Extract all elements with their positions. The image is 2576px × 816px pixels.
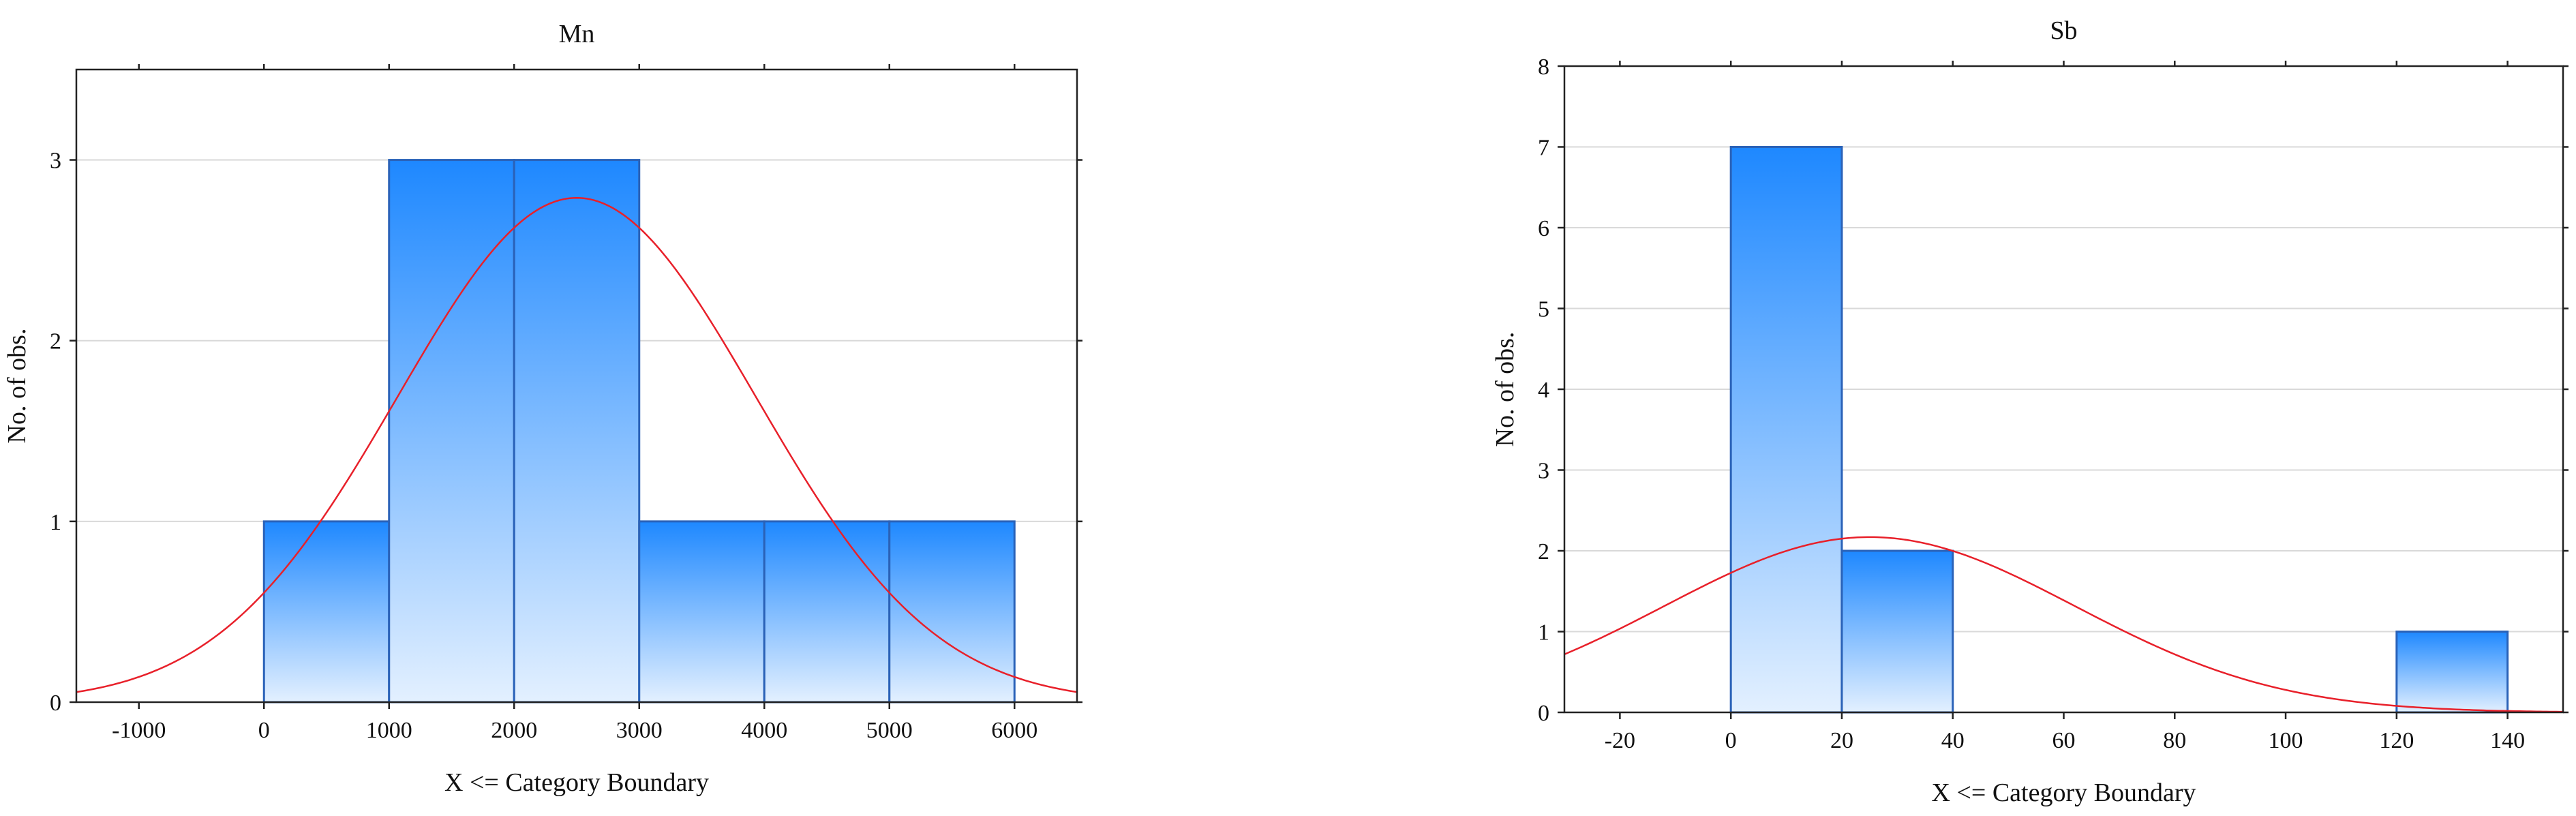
chart-title-sb: Sb [2050, 16, 2077, 45]
x-tick-label-mn: 3000 [616, 718, 663, 743]
bar-sb [2395, 631, 2509, 714]
bar-mn [388, 159, 515, 704]
y-tick-label-mn: 1 [50, 510, 61, 535]
plot-frame-mn [75, 68, 1078, 704]
x-tick-label-mn: 6000 [991, 718, 1037, 743]
bar-sb [1729, 146, 1843, 714]
y-tick-label-mn: 0 [50, 691, 61, 716]
y-tick-label-sb: 7 [1538, 136, 1549, 161]
bar-mn [763, 520, 891, 704]
bar-mn [262, 520, 391, 704]
x-tick-label-sb: 60 [2052, 728, 2076, 753]
chart-sb: -20 0 20 40 60 80 100 120 140 0 1 2 3 4 5 6 7 8 Sb X <= C… [1491, 16, 2569, 807]
x-tick-label-sb: 120 [2379, 728, 2414, 753]
bar-sb [1840, 549, 1954, 714]
y-tick-label-sb: 2 [1538, 539, 1549, 564]
y-tick-label-sb: 5 [1538, 297, 1549, 322]
y-tick-label-sb: 4 [1538, 378, 1549, 403]
x-tick-label-mn: 4000 [741, 718, 787, 743]
normal-curve-sb [1564, 536, 2564, 713]
x-tick-label-sb: 80 [2163, 728, 2186, 753]
y-tick-label-mn: 2 [50, 329, 61, 354]
bar-mn [638, 520, 766, 704]
chart-mn: -1000 0 1000 2000 3000 4000 5000 6000 0 1 2 3 Mn X … [3, 20, 1082, 797]
y-tick-label-mn: 3 [50, 149, 61, 174]
y-tick-label-sb: 3 [1538, 459, 1549, 484]
x-tick-label-mn: 0 [258, 718, 270, 743]
x-tick-label-sb: -20 [1605, 728, 1635, 753]
x-tick-label-sb: 40 [1941, 728, 1965, 753]
x-tick-label-mn: 1000 [366, 718, 412, 743]
y-tick-label-sb: 1 [1538, 620, 1549, 646]
x-tick-label-sb: 100 [2269, 728, 2303, 753]
bar-mn [888, 520, 1016, 704]
y-axis-label-mn: No. of obs. [3, 329, 31, 444]
bar-mn [513, 159, 641, 704]
x-tick-label-mn: -1000 [112, 718, 166, 743]
y-tick-label-sb: 6 [1538, 216, 1549, 241]
x-axis-label-sb: X <= Category Boundary [1932, 779, 2196, 807]
x-tick-label-mn: 5000 [866, 718, 913, 743]
y-tick-label-sb: 8 [1538, 55, 1549, 80]
y-tick-label-sb: 0 [1538, 701, 1549, 726]
x-axis-label-mn: X <= Category Boundary [444, 768, 709, 797]
chart-title-mn: Mn [559, 20, 595, 48]
x-tick-label-sb: 20 [1830, 728, 1853, 753]
y-axis-label-sb: No. of obs. [1491, 332, 1519, 447]
x-tick-label-mn: 2000 [491, 718, 537, 743]
normal-curve-mn [76, 196, 1078, 693]
x-tick-label-sb: 0 [1725, 728, 1737, 753]
x-tick-label-sb: 140 [2490, 728, 2525, 753]
